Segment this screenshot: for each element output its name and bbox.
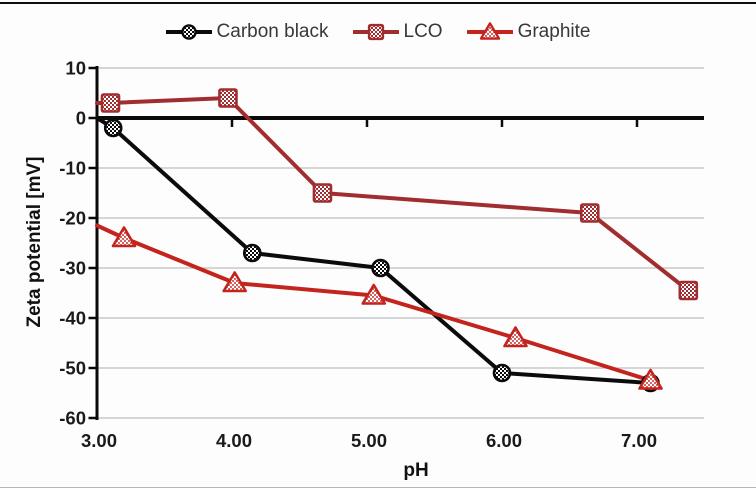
legend-label-carbon-black: Carbon black bbox=[216, 21, 329, 42]
svg-text:6.00: 6.00 bbox=[486, 430, 522, 451]
lco-legend-marker bbox=[352, 23, 399, 41]
chart-legend: Carbon black LCO Graphite bbox=[0, 21, 756, 43]
svg-text:3.00: 3.00 bbox=[81, 430, 117, 451]
svg-text:10: 10 bbox=[65, 58, 86, 79]
svg-text:-60: -60 bbox=[59, 408, 86, 429]
svg-text:4.00: 4.00 bbox=[216, 430, 252, 451]
svg-text:5.00: 5.00 bbox=[351, 430, 387, 451]
x-axis-title: pH bbox=[403, 460, 429, 481]
legend-label-lco: LCO bbox=[403, 21, 443, 42]
legend-item-lco: LCO bbox=[352, 21, 443, 43]
graphite-legend-marker bbox=[466, 22, 513, 40]
svg-text:7.00: 7.00 bbox=[621, 430, 657, 451]
figure-top-border bbox=[0, 2, 756, 4]
legend-label-graphite: Graphite bbox=[517, 21, 591, 42]
legend-item-graphite: Graphite bbox=[466, 21, 591, 43]
svg-text:0: 0 bbox=[76, 108, 86, 129]
svg-text:-20: -20 bbox=[59, 208, 86, 229]
svg-text:-50: -50 bbox=[59, 358, 86, 379]
carbon-black-legend-marker bbox=[165, 24, 212, 40]
svg-text:-30: -30 bbox=[59, 258, 86, 279]
svg-text:-40: -40 bbox=[59, 308, 86, 329]
svg-text:-10: -10 bbox=[59, 158, 86, 179]
legend-item-carbon-black: Carbon black bbox=[165, 21, 329, 43]
